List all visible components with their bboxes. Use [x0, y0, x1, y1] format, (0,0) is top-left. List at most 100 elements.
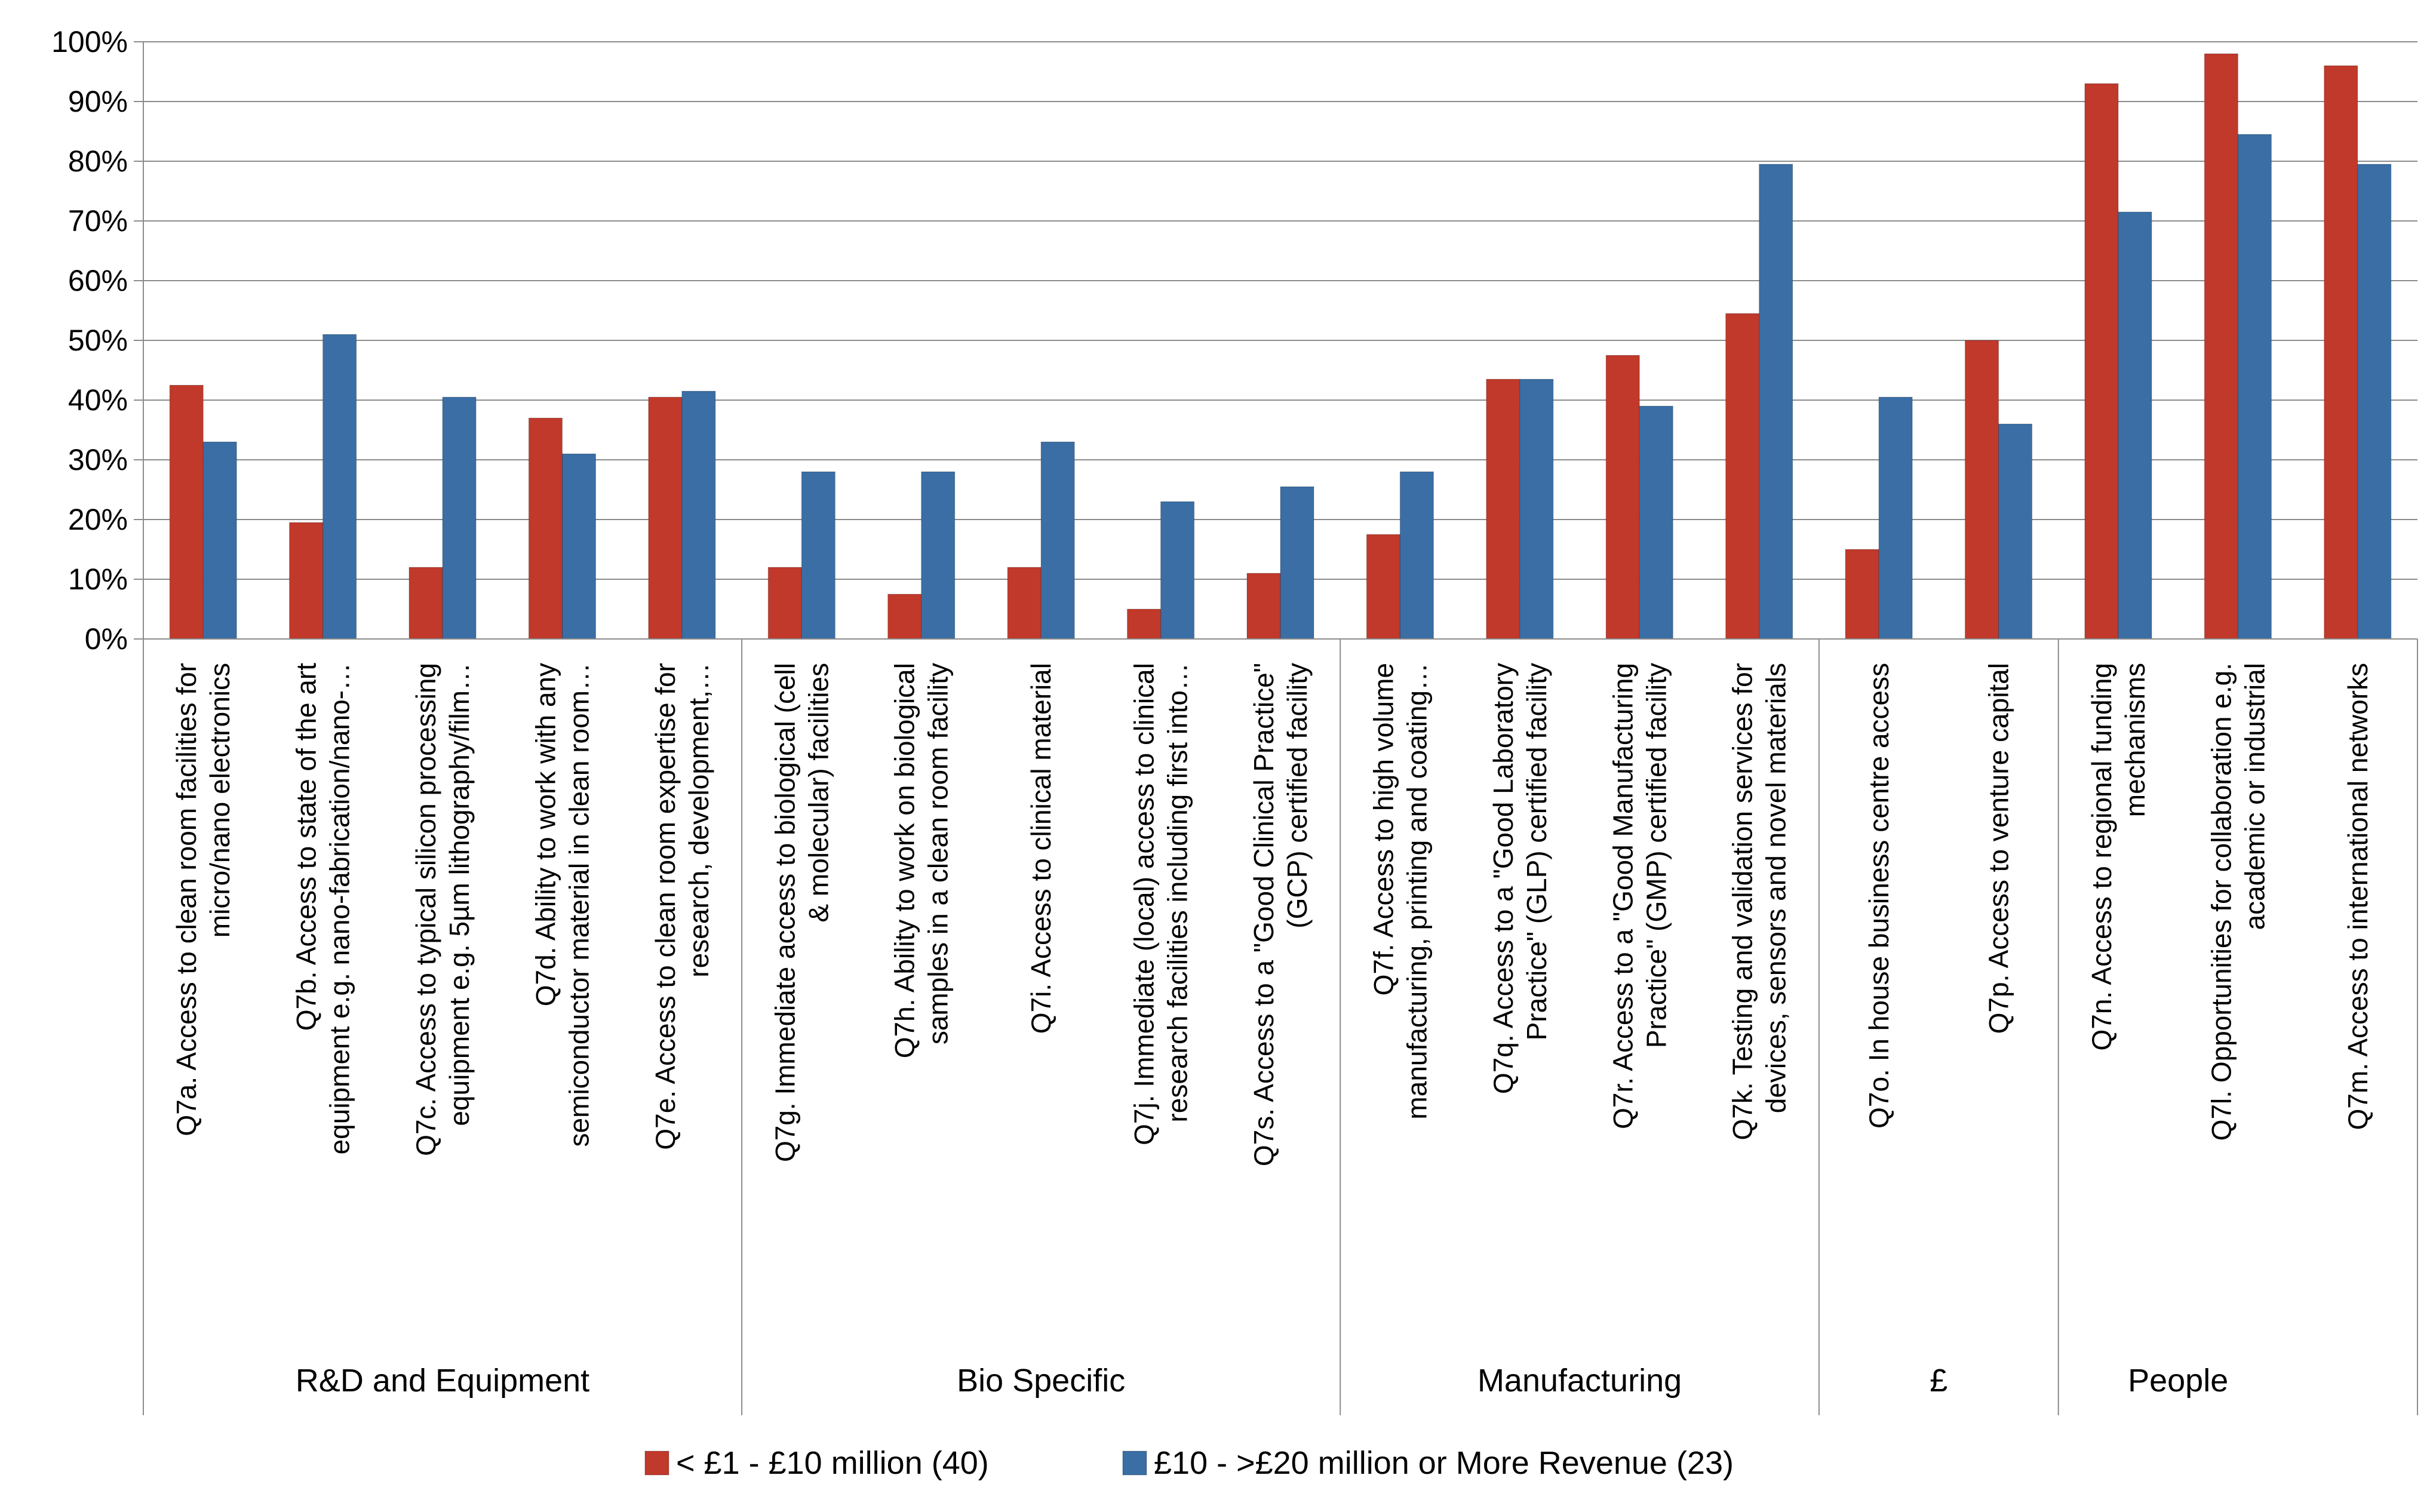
category-label: Q7l. Opportunities for collaboration e.g… — [2205, 663, 2237, 1141]
y-tick-label: 0% — [85, 622, 128, 656]
group-label: Bio Specific — [957, 1363, 1125, 1399]
category-label: Practice" (GLP) certified facility — [1521, 663, 1552, 1040]
bar-series-2 — [921, 471, 956, 640]
y-tick-label: 10% — [68, 563, 128, 596]
category-label: Q7c. Access to typical silicon processin… — [410, 663, 441, 1156]
category-label: Q7m. Access to international networks — [2342, 663, 2373, 1130]
bar-series-1 — [1965, 340, 1999, 640]
bar-series-2 — [2237, 134, 2272, 640]
category-label: Q7f. Access to high volume — [1368, 663, 1399, 995]
bar-series-1 — [169, 385, 204, 640]
category-label: semiconductor material in clean room… — [563, 663, 594, 1147]
bar-series-2 — [1399, 471, 1434, 640]
bar-series-1 — [887, 594, 922, 640]
bar-series-1 — [648, 397, 683, 640]
axes — [134, 41, 2418, 1415]
y-tick-label: 30% — [68, 443, 128, 477]
category-label: Q7b. Access to state of the art — [291, 663, 322, 1031]
bar-series-1 — [408, 567, 443, 640]
bar-series-2 — [2357, 164, 2392, 640]
category-label: academic or industrial — [2239, 663, 2270, 930]
category-label: manufacturing, printing and coating… — [1401, 663, 1432, 1120]
category-label: Q7o. In house business centre access — [1863, 663, 1894, 1129]
legend-label: £10 - >£20 million or More Revenue (23) — [1154, 1445, 1734, 1481]
bar-series-1 — [1845, 549, 1879, 640]
y-tick-label: 50% — [68, 324, 128, 357]
category-label: Q7j. Immediate (local) access to clinica… — [1129, 663, 1160, 1145]
bar-series-2 — [1519, 379, 1554, 640]
bar-series-2 — [1639, 405, 1673, 640]
category-label: Q7g. Immediate access to biological (cel… — [769, 663, 800, 1162]
category-label: Q7p. Access to venture capital — [1983, 663, 2014, 1034]
gridlines — [143, 41, 2417, 580]
category-label: equipment e.g. 5µm lithography/film… — [444, 663, 475, 1126]
bar-series-1 — [1127, 609, 1162, 640]
bar-series-2 — [1759, 164, 1793, 640]
y-tick-label: 40% — [68, 383, 128, 417]
group-label: £ — [1930, 1363, 1947, 1399]
category-label: Q7s. Access to a "Good Clinical Practice… — [1248, 663, 1279, 1166]
y-axis-ticks: 0% 10% 20% 30% 40% 50% 60% 70% 80% 90% 100% — [51, 25, 128, 656]
category-label: micro/nano electronics — [204, 663, 235, 938]
category-label: Q7a. Access to clean room facilities for — [171, 663, 202, 1136]
bar-series-1 — [2204, 53, 2238, 640]
bar-series-1 — [1246, 573, 1281, 640]
bar-series-1 — [528, 417, 563, 640]
group-label: Manufacturing — [1477, 1363, 1682, 1399]
group-labels: R&D and Equipment Bio Specific Manufacturi… — [296, 1363, 2228, 1399]
category-label: Q7i. Access to clinical material — [1025, 663, 1056, 1034]
bar-series-1 — [1605, 355, 1640, 640]
bar-series-1 — [767, 567, 802, 640]
bars — [169, 53, 2392, 640]
category-label: mechanisms — [2119, 663, 2151, 817]
bar-series-1 — [1486, 379, 1520, 640]
category-label: Practice" (GMP) certified facility — [1641, 663, 1672, 1048]
category-label: Q7k. Testing and validation services for — [1727, 663, 1758, 1140]
category-label: Q7n. Access to regional funding — [2086, 663, 2117, 1051]
category-label: research, development,… — [683, 663, 714, 978]
y-tick-label: 90% — [68, 85, 128, 118]
legend-label: < £1 - £10 million (40) — [676, 1445, 989, 1481]
bar-series-1 — [1366, 534, 1400, 640]
y-tick-label: 20% — [68, 503, 128, 536]
bar-series-2 — [202, 441, 237, 640]
bar-series-1 — [1007, 567, 1042, 640]
category-label: devices, sensors and novel materials — [1761, 663, 1792, 1113]
bar-series-2 — [2118, 211, 2152, 640]
category-label: & molecular) facilities — [803, 663, 834, 923]
category-label: Q7q. Access to a "Good Laboratory — [1488, 663, 1519, 1094]
bar-series-1 — [1725, 313, 1760, 640]
group-label: R&D and Equipment — [296, 1363, 589, 1399]
legend-swatch — [644, 1450, 669, 1476]
bar-series-2 — [1878, 397, 1913, 640]
y-tick-label: 100% — [51, 25, 128, 59]
group-label: People — [2128, 1363, 2228, 1399]
category-label: equipment e.g. nano-fabrication/nano-… — [324, 663, 355, 1154]
category-label: Q7h. Ability to work on biological — [889, 663, 920, 1058]
bar-series-2 — [1160, 501, 1195, 640]
bar-series-1 — [2084, 83, 2119, 640]
category-label: (GCP) certified facility — [1282, 663, 1313, 929]
bar-series-2 — [1040, 441, 1075, 640]
category-label: Q7r. Access to a "Good Manufacturing — [1607, 663, 1638, 1129]
bar-series-2 — [681, 391, 716, 640]
y-tick-label: 80% — [68, 145, 128, 178]
bar-series-2 — [801, 471, 835, 640]
bar-series-2 — [1998, 423, 2033, 640]
bar-series-1 — [2324, 65, 2358, 640]
bar-series-2 — [322, 334, 357, 640]
bar-series-2 — [1280, 486, 1314, 640]
category-label: Q7e. Access to clean room expertise for — [650, 663, 681, 1150]
category-label: Q7d. Ability to work with any — [530, 663, 561, 1006]
category-labels: Q7a. Access to clean room facilities for… — [171, 663, 2373, 1166]
category-label: research facilities including first into… — [1162, 663, 1193, 1123]
bar-series-1 — [289, 522, 324, 640]
legend: < £1 - £10 million (40) £10 - >£20 millio… — [644, 1445, 1734, 1481]
bar-series-2 — [442, 397, 477, 640]
category-label: samples in a clean room facility — [923, 663, 954, 1044]
y-tick-label: 60% — [68, 264, 128, 297]
legend-swatch — [1122, 1450, 1147, 1476]
bar-series-2 — [561, 453, 596, 640]
y-tick-label: 70% — [68, 204, 128, 238]
